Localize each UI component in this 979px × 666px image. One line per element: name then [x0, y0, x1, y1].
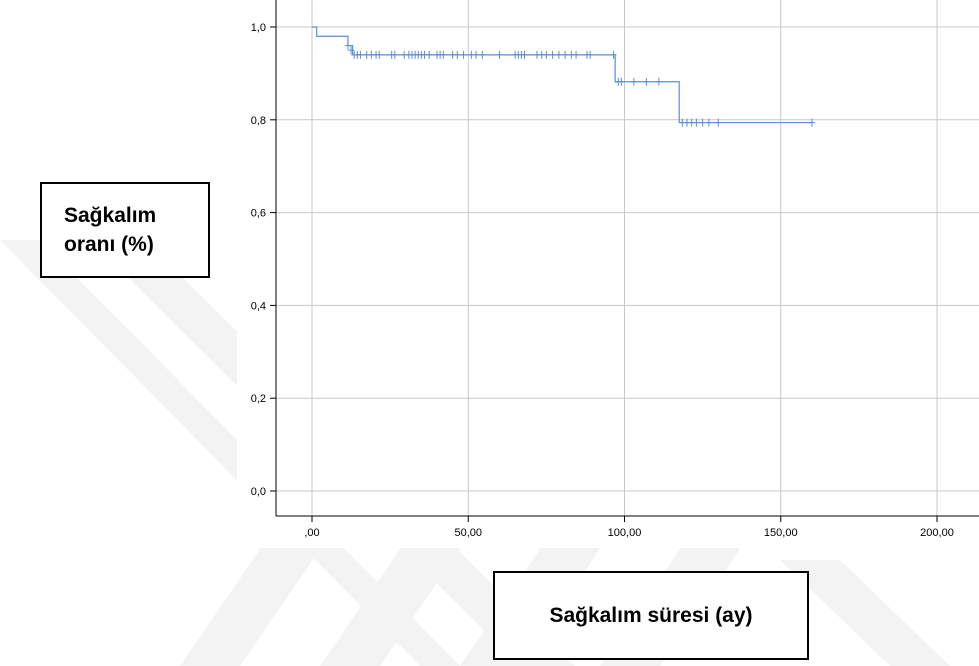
censor-mark — [562, 50, 569, 59]
censor-mark — [705, 118, 712, 127]
censor-mark — [454, 50, 461, 59]
x-tick-label: 100,00 — [608, 527, 642, 539]
x-tick-label: ,00 — [304, 527, 319, 539]
censor-mark — [610, 50, 617, 59]
y-tick-label: 0,8 — [251, 115, 266, 127]
censor-mark — [440, 50, 447, 59]
censor-mark — [348, 46, 355, 55]
censor-mark — [357, 50, 364, 59]
censor-mark — [809, 118, 815, 127]
censor-mark — [426, 50, 433, 59]
x-tick-label: 150,00 — [764, 527, 798, 539]
censor-mark — [391, 50, 398, 59]
y-tick-label: 0,4 — [251, 300, 266, 312]
y-tick-label: 0,6 — [251, 208, 266, 220]
censor-mark — [555, 50, 562, 59]
censor-mark — [344, 41, 351, 50]
censor-mark — [573, 50, 580, 59]
y-tick-label: 0,2 — [251, 393, 266, 405]
y-tick-label: 0,0 — [251, 486, 266, 498]
censor-mark — [543, 50, 550, 59]
censor-mark — [693, 118, 700, 127]
censor-mark — [479, 50, 486, 59]
censor-mark — [376, 50, 383, 59]
y-axis-label: Sağkalım oranı (%) — [40, 182, 210, 278]
censor-mark — [473, 50, 480, 59]
x-axis-label: Sağkalım süresi (ay) — [493, 571, 809, 660]
censor-mark — [699, 118, 706, 127]
censor-mark — [618, 77, 625, 86]
censor-mark — [630, 77, 637, 86]
y-axis-label-line-1: Sağkalım — [64, 204, 157, 227]
x-tick-label: 50,00 — [454, 527, 482, 539]
censor-mark — [521, 50, 528, 59]
censor-mark — [460, 50, 467, 59]
censor-mark — [655, 77, 662, 86]
plot-area — [237, 0, 979, 548]
y-axis-label-line-2: oranı (%) — [64, 233, 154, 256]
censor-mark — [549, 50, 556, 59]
censor-mark — [643, 77, 650, 86]
y-tick-label: 1,0 — [251, 22, 266, 34]
censor-mark — [715, 118, 722, 127]
x-tick-label: 200,00 — [920, 527, 954, 539]
censor-mark — [496, 50, 503, 59]
censor-mark — [587, 50, 594, 59]
survival-step-line — [312, 26, 812, 124]
